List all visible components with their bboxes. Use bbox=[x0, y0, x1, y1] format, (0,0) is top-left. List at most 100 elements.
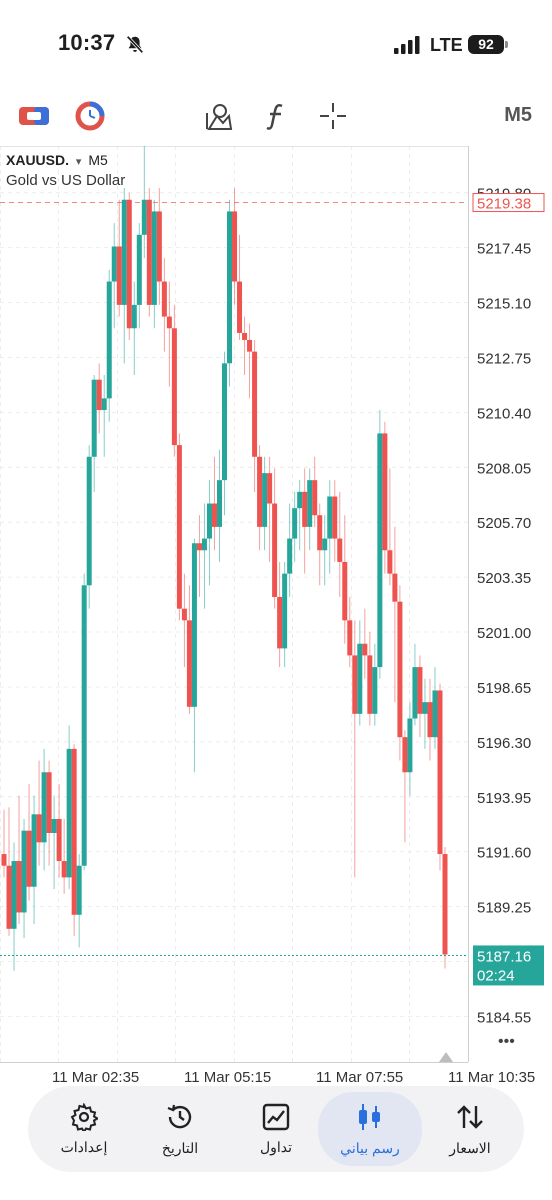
candle-down[interactable] bbox=[382, 433, 388, 551]
candle-down[interactable] bbox=[1, 854, 7, 866]
candle-down[interactable] bbox=[242, 332, 248, 340]
candle-up[interactable] bbox=[191, 543, 197, 707]
candle-down[interactable] bbox=[442, 854, 448, 955]
candle-down[interactable] bbox=[247, 339, 253, 352]
candle-down[interactable] bbox=[116, 246, 122, 305]
candle-up[interactable] bbox=[216, 480, 222, 527]
candle-down[interactable] bbox=[196, 543, 202, 551]
candle-down[interactable] bbox=[337, 538, 343, 562]
candle-down[interactable] bbox=[257, 456, 263, 527]
nav-settings[interactable]: إعدادات bbox=[38, 1086, 130, 1172]
candle-down[interactable] bbox=[146, 199, 152, 305]
candle-down[interactable] bbox=[171, 328, 177, 446]
candle-down[interactable] bbox=[267, 473, 273, 504]
candle-down[interactable] bbox=[16, 861, 22, 913]
candle-down[interactable] bbox=[437, 690, 443, 855]
nav-history[interactable]: التاريخ bbox=[134, 1086, 226, 1172]
indicators-icon[interactable] bbox=[200, 98, 236, 134]
candle-up[interactable] bbox=[201, 538, 207, 551]
candle-down[interactable] bbox=[317, 515, 323, 551]
candle-up[interactable] bbox=[101, 398, 107, 411]
candle-down[interactable] bbox=[186, 620, 192, 707]
candle-up[interactable] bbox=[81, 585, 87, 866]
candle-down[interactable] bbox=[26, 830, 32, 887]
candle-up[interactable] bbox=[287, 538, 293, 574]
more-options-icon[interactable]: ••• bbox=[498, 1033, 515, 1050]
timeframe-selector[interactable]: M5 bbox=[504, 104, 532, 126]
candle-up[interactable] bbox=[41, 772, 47, 843]
candle-up[interactable] bbox=[66, 748, 72, 878]
candle-down[interactable] bbox=[211, 503, 217, 527]
candle-down[interactable] bbox=[252, 351, 258, 457]
candle-up[interactable] bbox=[307, 480, 313, 527]
candle-up[interactable] bbox=[282, 573, 288, 649]
candle-down[interactable] bbox=[302, 491, 308, 527]
candle-down[interactable] bbox=[156, 211, 162, 282]
candlestick-chart[interactable]: 5219.805217.455215.105212.755210.405208.… bbox=[0, 146, 552, 1090]
nav-chart[interactable]: رسم بياني bbox=[318, 1092, 422, 1166]
candle-down[interactable] bbox=[237, 281, 243, 333]
symbol-title[interactable]: XAUUSD. ▾ M5 bbox=[6, 152, 108, 168]
nav-trade[interactable]: تداول bbox=[230, 1086, 322, 1172]
candle-up[interactable] bbox=[297, 491, 303, 509]
crosshair-icon[interactable] bbox=[315, 98, 351, 134]
candle-up[interactable] bbox=[31, 814, 37, 887]
candle-up[interactable] bbox=[106, 281, 112, 399]
candle-down[interactable] bbox=[6, 865, 12, 929]
scroll-right-icon[interactable] bbox=[439, 1052, 453, 1062]
price-chart[interactable]: 5219.805217.455215.105212.755210.405208.… bbox=[0, 146, 552, 1090]
toggle-icon[interactable] bbox=[16, 98, 52, 134]
candle-up[interactable] bbox=[432, 690, 438, 738]
candle-down[interactable] bbox=[312, 480, 318, 516]
candle-down[interactable] bbox=[402, 737, 408, 773]
candle-down[interactable] bbox=[161, 281, 167, 317]
candle-down[interactable] bbox=[332, 496, 338, 539]
candle-down[interactable] bbox=[126, 199, 132, 329]
candle-up[interactable] bbox=[111, 246, 117, 282]
candle-up[interactable] bbox=[222, 363, 227, 481]
candle-down[interactable] bbox=[46, 772, 52, 833]
candle-down[interactable] bbox=[277, 596, 283, 649]
candle-down[interactable] bbox=[427, 702, 433, 738]
candle-up[interactable] bbox=[121, 199, 127, 305]
candle-down[interactable] bbox=[397, 601, 403, 738]
candle-up[interactable] bbox=[357, 643, 363, 714]
candle-up[interactable] bbox=[227, 211, 233, 364]
nav-quotes[interactable]: الاسعار bbox=[424, 1086, 516, 1172]
candle-down[interactable] bbox=[347, 620, 353, 656]
candle-up[interactable] bbox=[206, 503, 212, 539]
candle-up[interactable] bbox=[422, 702, 428, 714]
candle-down[interactable] bbox=[36, 814, 42, 843]
candle-down[interactable] bbox=[176, 445, 182, 609]
candle-up[interactable] bbox=[262, 473, 268, 527]
candle-up[interactable] bbox=[327, 496, 333, 539]
candle-up[interactable] bbox=[322, 538, 328, 551]
candle-down[interactable] bbox=[232, 211, 238, 282]
function-icon[interactable] bbox=[258, 98, 294, 134]
candle-down[interactable] bbox=[166, 316, 172, 329]
candle-down[interactable] bbox=[362, 643, 368, 656]
clock-ring-icon[interactable] bbox=[72, 98, 108, 134]
candle-up[interactable] bbox=[11, 861, 17, 929]
candle-down[interactable] bbox=[342, 561, 348, 621]
candle-up[interactable] bbox=[131, 304, 137, 329]
candle-up[interactable] bbox=[372, 667, 378, 714]
candle-down[interactable] bbox=[387, 550, 393, 574]
candle-up[interactable] bbox=[377, 433, 383, 668]
candle-up[interactable] bbox=[412, 667, 418, 719]
candle-up[interactable] bbox=[91, 379, 97, 457]
candle-up[interactable] bbox=[407, 718, 413, 773]
candle-up[interactable] bbox=[292, 508, 298, 539]
candle-up[interactable] bbox=[141, 199, 147, 235]
candle-up[interactable] bbox=[51, 818, 57, 833]
candle-down[interactable] bbox=[352, 655, 358, 714]
candle-down[interactable] bbox=[96, 379, 102, 411]
candle-up[interactable] bbox=[86, 456, 92, 586]
candle-down[interactable] bbox=[392, 573, 398, 602]
candle-down[interactable] bbox=[71, 748, 77, 915]
candle-down[interactable] bbox=[56, 818, 62, 862]
candle-down[interactable] bbox=[181, 608, 187, 621]
candle-up[interactable] bbox=[76, 865, 82, 915]
candle-down[interactable] bbox=[272, 503, 278, 597]
candle-up[interactable] bbox=[151, 211, 157, 305]
